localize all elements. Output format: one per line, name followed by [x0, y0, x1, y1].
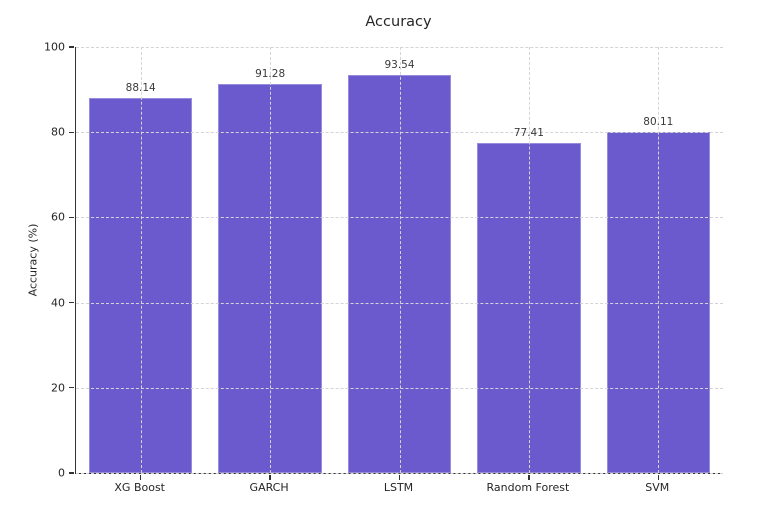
y-tick-label: 0 [58, 466, 65, 480]
y-tick-label: 100 [44, 40, 65, 54]
y-axis: 0 20 40 60 80 100 [0, 41, 70, 480]
bar-svm [606, 131, 711, 473]
bar-value-label: 88.14 [125, 81, 156, 94]
y-tick-label: 20 [51, 381, 65, 395]
bar-value-label: 91.28 [255, 68, 286, 81]
y-tick-label: 80 [51, 125, 65, 139]
bar-lstm [347, 74, 452, 473]
x-gridline [399, 47, 401, 473]
x-tick-mark [657, 475, 659, 480]
y-tick-mark [69, 46, 74, 48]
y-tick-label: 40 [51, 296, 65, 310]
plot-area: 88.14 91.28 93.54 77.41 80.11 [69, 46, 723, 480]
x-tick-label-xg-boost: XG Boost [114, 481, 165, 494]
bar-value-label: 80.11 [643, 115, 674, 128]
x-tick-mark [140, 475, 142, 480]
x-tick-mark [528, 475, 530, 480]
x-tick-label-garch: GARCH [249, 481, 289, 494]
y-tick-mark [69, 131, 74, 133]
x-gridline [658, 47, 660, 473]
x-tick-label-lstm: LSTM [383, 481, 414, 494]
y-tick-label: 60 [51, 210, 65, 224]
y-gridline [76, 473, 723, 474]
x-tick-mark [269, 475, 271, 480]
bar-value-label: 93.54 [384, 58, 415, 71]
bar-random-forest [477, 143, 581, 473]
x-tick-label-svm: SVM [645, 481, 670, 494]
x-gridline [270, 47, 272, 473]
bar-value-label: 77.41 [513, 127, 544, 140]
y-tick-mark [69, 301, 74, 304]
chart-title: Accuracy [365, 14, 432, 30]
x-axis: XG Boost GARCH LSTM Random Forest SVM [75, 474, 722, 496]
y-tick-mark [69, 472, 74, 474]
x-tick-label-random-forest: Random Forest [486, 481, 570, 494]
y-tick-mark [69, 216, 74, 219]
y-tick-mark [69, 387, 74, 389]
x-gridline [528, 47, 530, 473]
x-tick-mark [398, 475, 401, 480]
x-gridline [140, 47, 142, 473]
bar-garch [218, 84, 322, 473]
